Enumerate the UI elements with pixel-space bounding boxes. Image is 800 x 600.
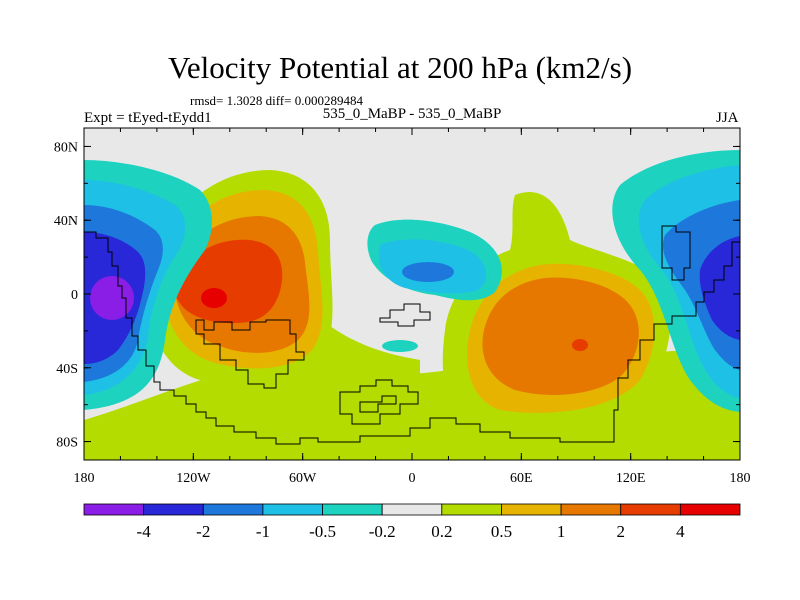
colorbar-swatch <box>501 503 562 516</box>
colorbar-swatch <box>202 503 264 516</box>
colorbar-label: -4 <box>137 522 152 541</box>
colorbar-label: -1 <box>256 522 270 541</box>
chart-title: Velocity Potential at 200 hPa (km2/s) <box>167 50 633 85</box>
colorbar-swatch <box>679 503 741 516</box>
colorbar-label: -0.2 <box>369 522 396 541</box>
y-tick-label: 0 <box>71 288 78 303</box>
contour-fill <box>84 128 740 460</box>
stats-line: rmsd= 1.3028 diff= 0.000289484 <box>190 93 363 108</box>
y-tick-label: 40N <box>54 214 78 229</box>
colorbar-swatch <box>322 503 383 516</box>
y-tick-label: 80N <box>54 140 78 155</box>
colorbar-label: 0.2 <box>431 522 452 541</box>
x-tick-label: 120E <box>616 471 646 486</box>
colorbar: -4 -2 -1 -0.5 -0.2 0.2 0.5 1 2 4 <box>83 503 741 541</box>
colorbar-swatch <box>441 503 502 516</box>
colorbar-swatch <box>560 503 622 516</box>
colorbar-swatch <box>620 503 681 516</box>
x-tick-label: 180 <box>730 471 751 486</box>
colorbar-label: 0.5 <box>491 522 512 541</box>
colorbar-label: 2 <box>616 522 625 541</box>
y-tick-label: 40S <box>56 362 78 377</box>
case-label: 535_0_MaBP - 535_0_MaBP <box>322 106 502 122</box>
x-tick-label: 60W <box>289 471 317 486</box>
colorbar-label: 1 <box>557 522 566 541</box>
x-tick-label: 180 <box>74 471 95 486</box>
x-tick-label: 120W <box>176 471 211 486</box>
colorbar-label: -0.5 <box>309 522 336 541</box>
colorbar-swatch <box>143 503 204 516</box>
colorbar-swatch <box>83 503 145 516</box>
season-label: JJA <box>716 110 739 126</box>
colorbar-swatch <box>381 503 443 516</box>
colorbar-swatch <box>262 503 323 516</box>
coastlines <box>84 225 740 445</box>
x-tick-label: 60E <box>510 471 533 486</box>
y-tick-label: 80S <box>56 436 78 451</box>
experiment-label: Expt = tEyed-tEydd1 <box>84 110 212 126</box>
x-tick-label: 0 <box>409 471 416 486</box>
colorbar-label: 4 <box>676 522 685 541</box>
colorbar-label: -2 <box>196 522 210 541</box>
